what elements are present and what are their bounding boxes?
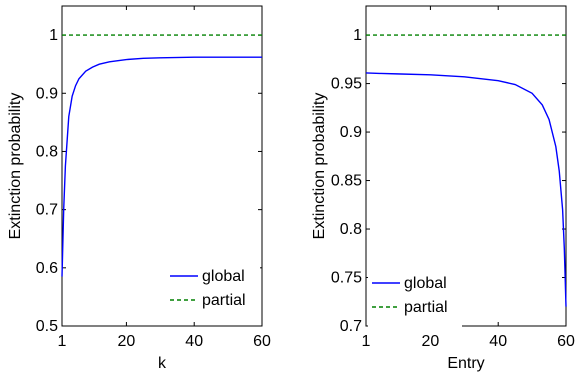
y-tick-label: 0.9 xyxy=(36,85,58,102)
legend-label-partial: partial xyxy=(404,299,448,316)
y-tick-label: 0.9 xyxy=(340,124,362,141)
x-tick-label: 1 xyxy=(362,333,371,350)
x-axis-title: Entry xyxy=(447,355,484,372)
y-tick-label: 0.6 xyxy=(36,260,58,277)
x-axis-title: k xyxy=(158,355,167,372)
y-tick-label: 0.75 xyxy=(331,270,362,287)
legend-box xyxy=(166,258,260,320)
y-tick-label: 0.8 xyxy=(36,143,58,160)
y-tick-label: 1 xyxy=(49,27,58,44)
chart-panel-2: 1 20 40 60 0.7 0.75 0.8 0.85 0.9 0.95 1 Entry Extinc… xyxy=(311,5,575,372)
legend-label-global: global xyxy=(404,275,447,292)
legend-label-global: global xyxy=(202,268,245,285)
series-line-global xyxy=(365,72,567,307)
x-tick-label: 60 xyxy=(253,333,271,350)
x-tick-label: 20 xyxy=(422,333,440,350)
series-line-global xyxy=(61,56,262,277)
y-axis-title: Extinction probability xyxy=(311,93,328,240)
y-tick-label: 0.85 xyxy=(331,173,362,190)
plot-area-frame xyxy=(365,5,567,327)
legend-box xyxy=(368,265,462,327)
y-tick-label: 0.7 xyxy=(340,318,362,335)
legend: global partial xyxy=(368,265,462,327)
y-tick-label: 0.7 xyxy=(36,202,58,219)
x-tick-label: 1 xyxy=(58,333,67,350)
y-tick-label: 0.95 xyxy=(331,76,362,93)
x-tick-label: 60 xyxy=(557,333,575,350)
y-tick-label: 1 xyxy=(353,27,362,44)
x-tick-label: 20 xyxy=(118,333,136,350)
plot-area-frame xyxy=(61,5,263,327)
y-tick-label: 0.5 xyxy=(36,318,58,335)
chart-panel-1: 1 20 40 60 0.5 0.6 0.7 0.8 0.9 1 k Extinction proba… xyxy=(7,5,271,372)
x-tick-label: 40 xyxy=(185,333,203,350)
legend-label-partial: partial xyxy=(202,292,246,309)
y-tick-label: 0.8 xyxy=(340,221,362,238)
y-axis-title: Extinction probability xyxy=(7,93,24,240)
x-tick-label: 40 xyxy=(489,333,507,350)
legend: global partial xyxy=(166,258,260,320)
